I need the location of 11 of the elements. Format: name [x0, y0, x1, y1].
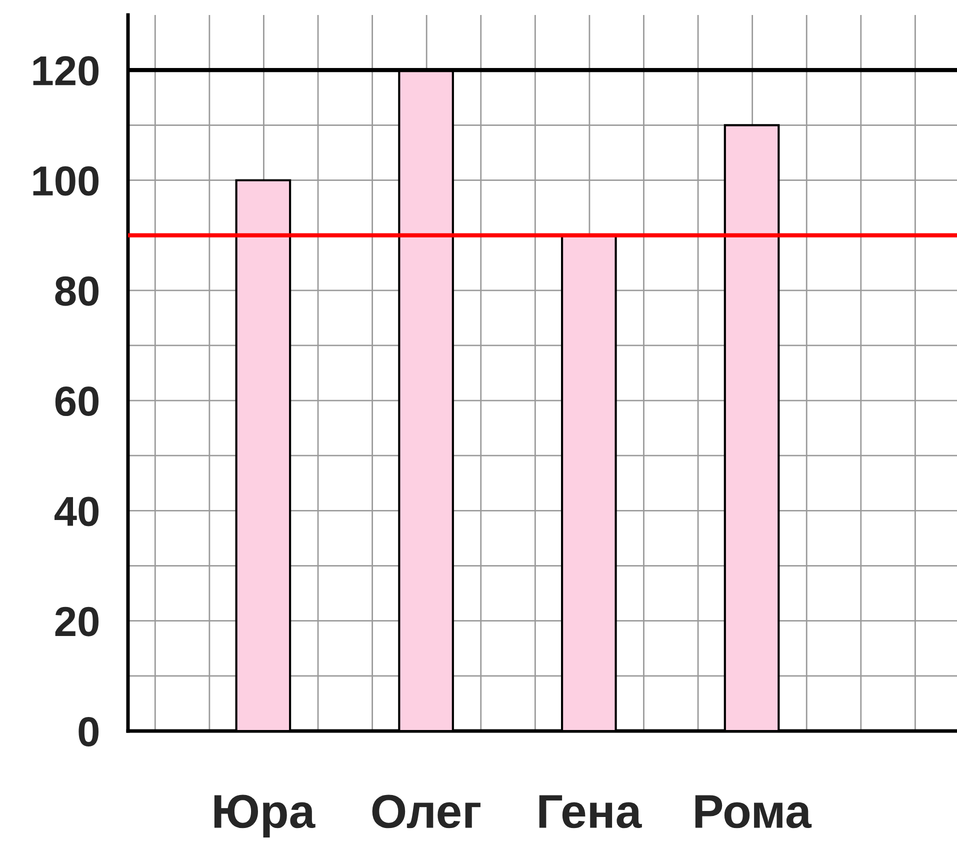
y-tick-label: 120 — [33, 56, 99, 86]
x-tick-label: Олег — [372, 794, 480, 828]
y-tick-label: 40 — [54, 496, 99, 526]
x-tick-label: Рома — [695, 795, 812, 828]
x-tick-label: Юра — [214, 794, 316, 838]
y-tick-label: 60 — [55, 386, 99, 416]
y-tick-label: 20 — [55, 606, 99, 636]
y-tick-label: 100 — [33, 166, 99, 196]
y-tick-label: 0 — [78, 717, 99, 747]
y-tick-label: 80 — [55, 276, 99, 306]
x-tick-label: Гена — [539, 795, 642, 828]
